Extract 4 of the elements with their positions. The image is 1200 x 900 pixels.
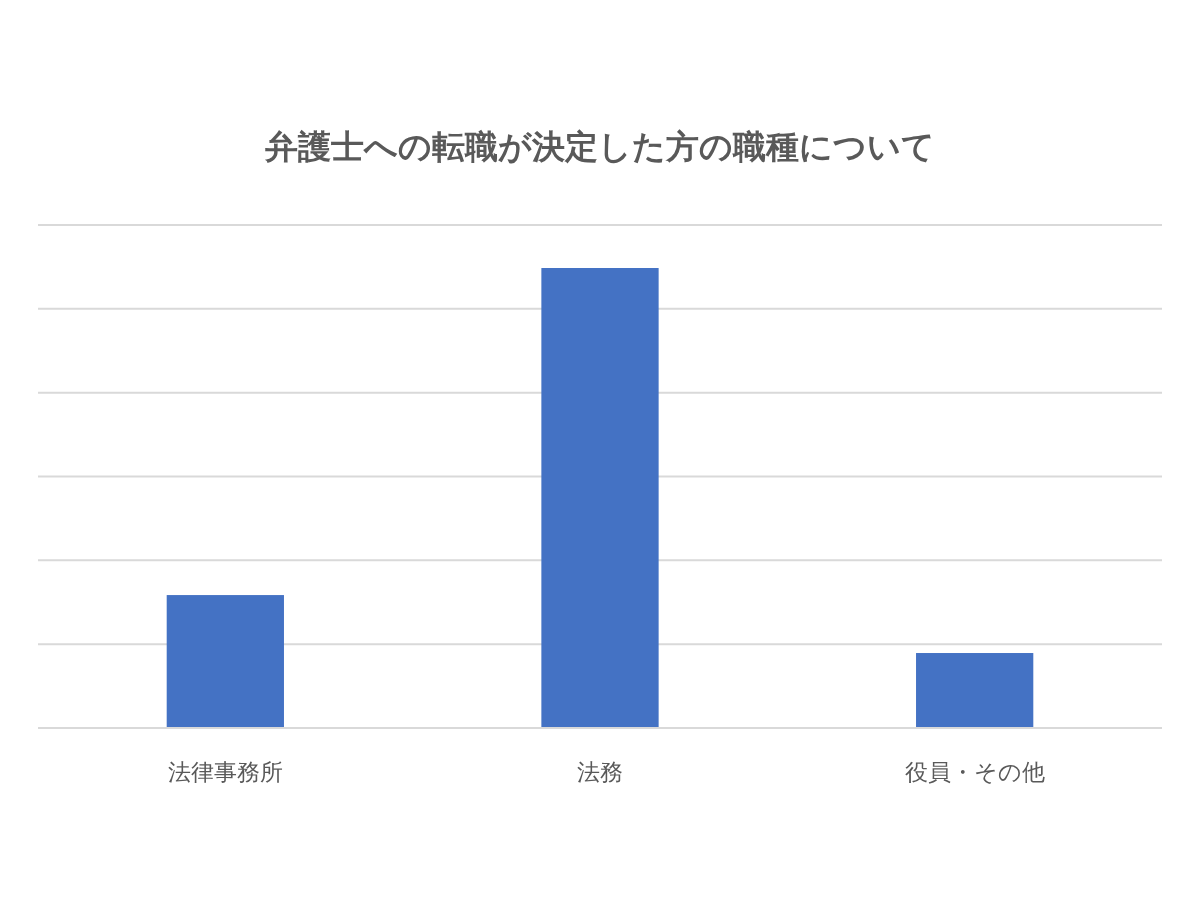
x-tick-label: 法務: [577, 759, 623, 785]
x-tick-label: 役員・その他: [904, 759, 1045, 785]
x-tick-label: 法律事務所: [167, 759, 283, 785]
chart-title: 弁護士への転職が決定した方の職種について: [264, 127, 935, 166]
